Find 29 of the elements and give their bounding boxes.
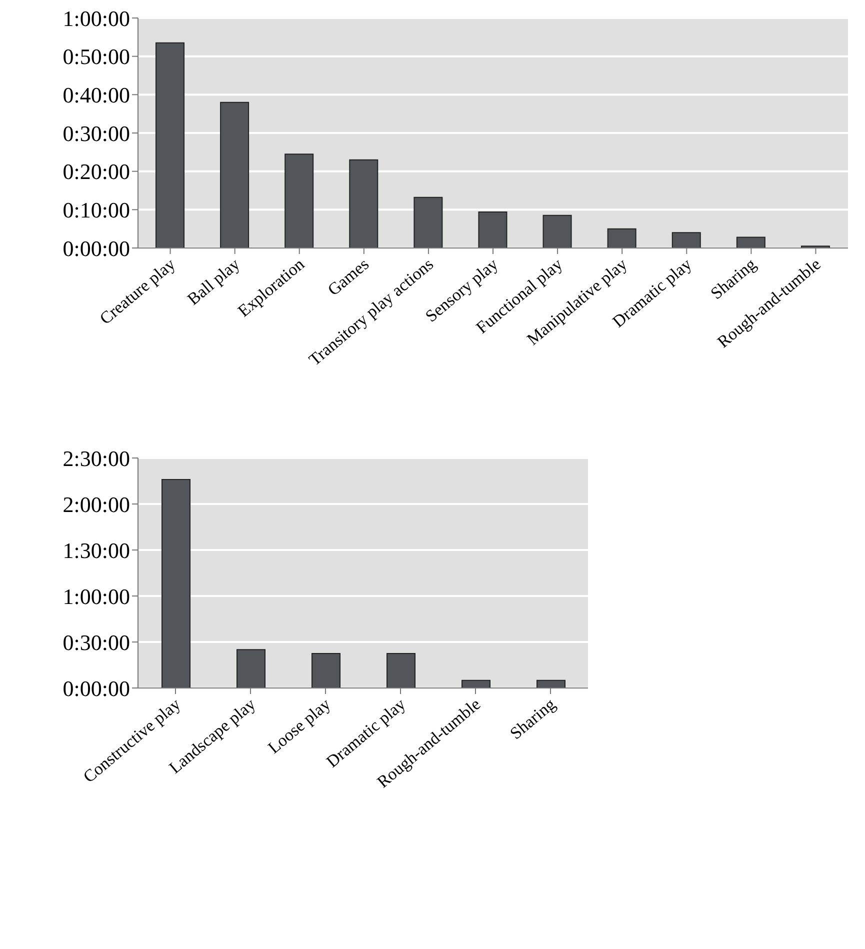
- y-tick-label: 0:10:00: [62, 197, 130, 222]
- bar: [607, 228, 636, 248]
- bar: [284, 154, 314, 248]
- y-tick-label: 1:00:00: [62, 6, 130, 31]
- bar: [736, 236, 766, 248]
- y-tick-label: 0:20:00: [62, 159, 130, 184]
- bar: [542, 214, 572, 248]
- bar: [462, 680, 490, 688]
- y-tick-label: 0:30:00: [62, 630, 130, 655]
- bar: [162, 478, 190, 688]
- bar: [220, 102, 250, 248]
- y-tick-label: 1:00:00: [62, 584, 130, 609]
- y-tick-label: 2:00:00: [62, 492, 130, 517]
- bar: [236, 649, 266, 688]
- bar: [536, 680, 566, 688]
- y-tick-label: 0:50:00: [62, 44, 130, 70]
- bar: [672, 232, 701, 248]
- y-tick-label: 2:30:00: [62, 446, 130, 471]
- y-tick-label: 0:00:00: [62, 236, 130, 261]
- y-tick-label: 0:00:00: [62, 676, 130, 701]
- bar: [478, 211, 508, 248]
- y-tick-label: 0:30:00: [62, 120, 130, 146]
- bar: [312, 653, 340, 688]
- bar: [414, 196, 443, 248]
- bar: [386, 653, 416, 688]
- y-tick-label: 0:40:00: [62, 82, 130, 108]
- bar: [156, 42, 184, 248]
- y-tick-label: 1:30:00: [62, 538, 130, 563]
- bar: [349, 159, 378, 248]
